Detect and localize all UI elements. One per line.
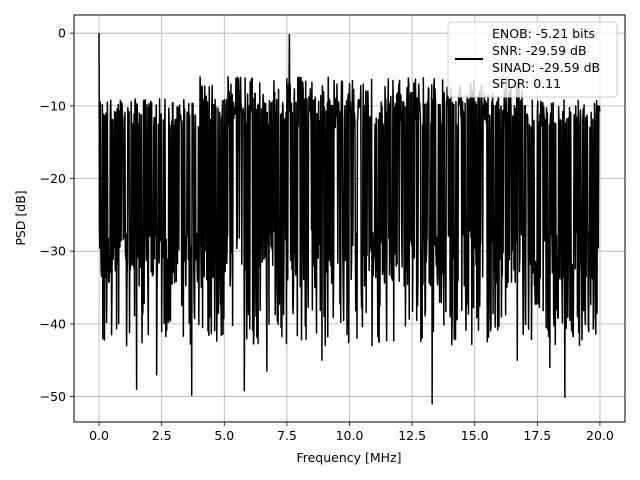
x-tick-label: 7.5 <box>277 428 297 443</box>
x-tick-label: 15.0 <box>461 428 489 443</box>
y-tick-label: −10 <box>40 98 66 113</box>
legend-box <box>447 21 618 98</box>
legend: ENOB: -5.21 bits SNR: -29.59 dB SINAD: -… <box>447 21 618 98</box>
y-axis-label: PSD [dB] <box>13 190 28 245</box>
y-tick-label: −50 <box>40 389 66 404</box>
x-tick-label: 12.5 <box>398 428 426 443</box>
y-tick-label: −30 <box>40 244 66 259</box>
y-tick-label: −20 <box>40 171 66 186</box>
y-tick-label: 0 <box>58 26 66 41</box>
x-tick-label: 10.0 <box>336 428 364 443</box>
x-tick-label: 5.0 <box>214 428 234 443</box>
x-tick-label: 2.5 <box>152 428 172 443</box>
x-tick-label: 17.5 <box>523 428 551 443</box>
x-axis-label: Frequency [MHz] <box>296 450 401 465</box>
data-layer <box>98 33 601 405</box>
x-tick-label: 20.0 <box>586 428 614 443</box>
y-tick-label: −40 <box>40 316 66 331</box>
psd-series-line <box>98 33 601 405</box>
legend-line-snr: SNR: -29.59 dB <box>492 43 587 58</box>
legend-line-enob: ENOB: -5.21 bits <box>492 26 595 41</box>
x-tick-label: 0.0 <box>89 428 109 443</box>
legend-line-sinad: SINAD: -29.59 dB <box>492 60 600 75</box>
legend-line-sfdr: SFDR: 0.11 <box>492 76 561 91</box>
tick-layer: 0.0 2.5 5.0 7.5 10.0 12.5 15.0 17.5 20.0 0 −10 −20 −… <box>40 26 614 443</box>
